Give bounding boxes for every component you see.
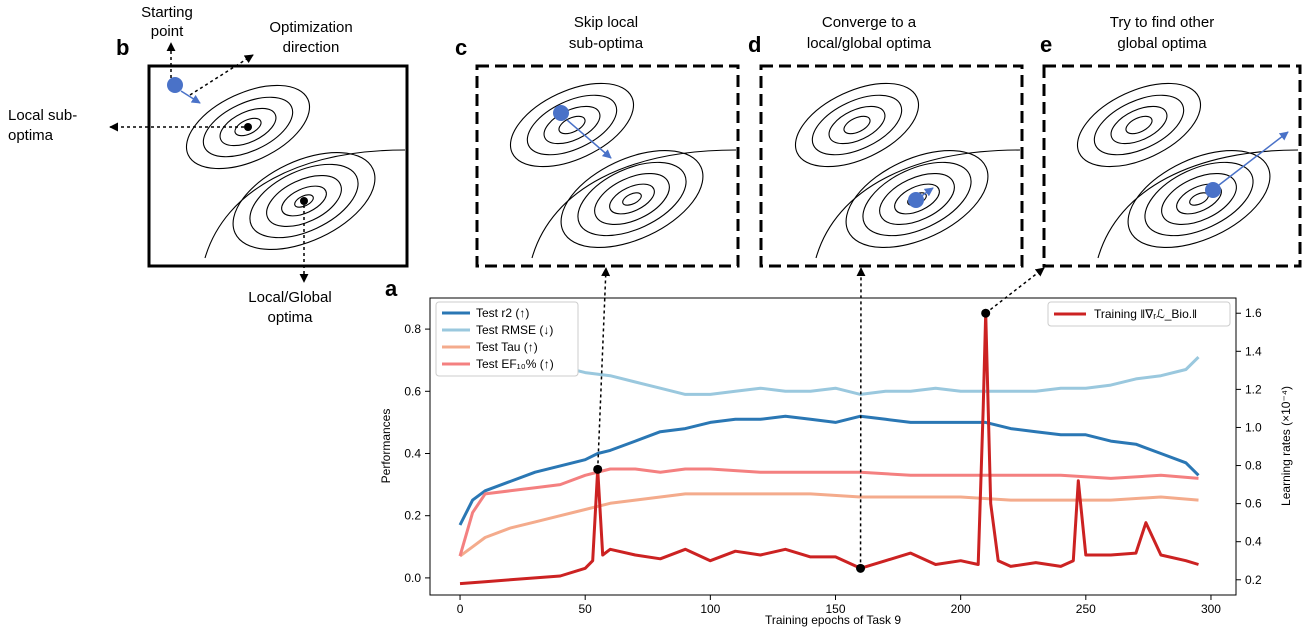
x-tick-label: 250 <box>1076 602 1096 616</box>
panel-d-title-2: local/global optima <box>807 35 932 52</box>
y-tick-label: 0.0 <box>404 571 421 585</box>
legend-label-rmse: Test RMSE (↓) <box>476 323 553 337</box>
y2-tick-label: 0.4 <box>1245 535 1262 549</box>
panel-e <box>1044 66 1300 267</box>
legend-label-lr: Training ‖∇ᵣℒ_Bio.‖ <box>1094 307 1197 321</box>
x-tick-label: 100 <box>700 602 720 616</box>
x-tick-label: 50 <box>579 602 593 616</box>
panel-e-step-arrow <box>1219 132 1288 185</box>
starting-point-label-2: point <box>151 23 184 40</box>
legend-label-tau: Test Tau (↑) <box>476 340 538 354</box>
optimization-arrow <box>181 91 200 103</box>
y2-tick-label: 0.6 <box>1245 497 1262 511</box>
panel-e-contours <box>1065 66 1298 267</box>
panel-c-current-point <box>553 105 569 121</box>
panel-d-current-point <box>908 192 924 208</box>
y2-tick-label: 1.4 <box>1245 344 1262 358</box>
y-tick-label: 0.6 <box>404 384 421 398</box>
starting-point-marker <box>167 77 183 93</box>
legend-left: Test r2 (↑) Test RMSE (↓) Test Tau (↑) T… <box>436 302 578 376</box>
panel-e-title-1: Try to find other <box>1110 14 1215 31</box>
panel-d-title-1: Converge to a <box>822 14 917 31</box>
panel-label-b: b <box>116 35 129 60</box>
legend-right: Training ‖∇ᵣℒ_Bio.‖ <box>1048 302 1230 326</box>
panel-label-e: e <box>1040 32 1052 57</box>
y2-tick-label: 0.8 <box>1245 459 1262 473</box>
local-global-optima-label-1: Local/Global <box>248 289 331 306</box>
panel-d-contours <box>783 66 1020 267</box>
direction-leader <box>190 55 253 95</box>
y-tick-label: 0.4 <box>404 446 421 460</box>
local-sub-optima-label-1: Local sub- <box>8 107 77 124</box>
panel-b-contours <box>174 68 405 269</box>
y-tick-label: 0.2 <box>404 509 421 523</box>
global-optima-dot <box>300 197 308 205</box>
local-sub-optima-dot <box>244 123 252 131</box>
panel-c <box>477 66 738 267</box>
legend-label-r2: Test r2 (↑) <box>476 306 529 320</box>
panel-d <box>761 66 1022 267</box>
x-tick-label: 0 <box>457 602 464 616</box>
y2-tick-label: 1.2 <box>1245 382 1262 396</box>
panel-label-a: a <box>385 276 398 301</box>
y2-tick-label: 1.6 <box>1245 306 1262 320</box>
x-axis-label: Training epochs of Task 9 <box>765 613 901 627</box>
panel-c-title-2: sub-optima <box>569 35 644 52</box>
x-tick-label: 300 <box>1201 602 1221 616</box>
local-sub-optima-label-2: optima <box>8 127 54 144</box>
local-global-optima-label-2: optima <box>267 309 313 326</box>
y-tick-label: 0.8 <box>404 322 421 336</box>
optimization-direction-label-2: direction <box>283 39 340 56</box>
optimization-direction-label-1: Optimization <box>269 19 352 36</box>
legend-label-ef: Test EF₁₀% (↑) <box>476 357 554 371</box>
panel-c-title-1: Skip local <box>574 14 638 31</box>
panel-b <box>110 43 407 282</box>
panel-e-title-2: global optima <box>1117 35 1207 52</box>
y-axis-label: Performances <box>379 409 393 484</box>
panel-c-step-arrow <box>567 120 611 158</box>
panel-c-contours <box>498 66 736 267</box>
panel-label-d: d <box>748 32 761 57</box>
x-tick-label: 200 <box>951 602 971 616</box>
panel-label-c: c <box>455 35 467 60</box>
starting-point-label-1: Starting <box>141 4 193 21</box>
y2-tick-label: 1.0 <box>1245 420 1262 434</box>
y2-tick-label: 0.2 <box>1245 573 1262 587</box>
y2-axis-label: Learning rates (×10⁻⁴) <box>1279 386 1293 506</box>
